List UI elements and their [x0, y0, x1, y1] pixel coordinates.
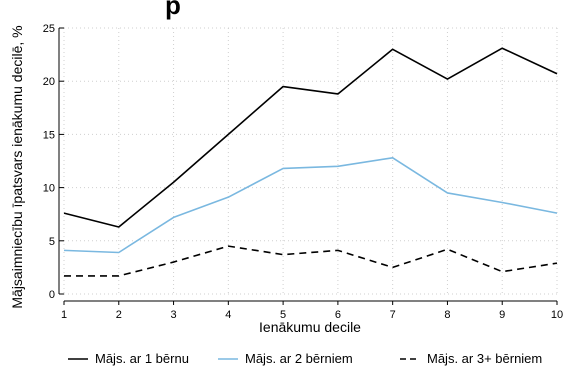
y-tick-label: 15 [43, 129, 55, 141]
legend-label-2: Mājs. ar 2 bērniem [245, 351, 353, 366]
x-axis-label: Ienākumu decile [259, 319, 361, 335]
y-tick-label: 25 [43, 23, 55, 35]
x-tick-label: 2 [116, 309, 122, 321]
y-tick-label: 5 [49, 236, 55, 248]
x-tick-label: 10 [551, 309, 563, 321]
y-axis-label: Mājsaimniecību īpatsvars ienākumu decilē… [9, 25, 25, 308]
x-tick-label: 9 [499, 309, 505, 321]
x-tick-label: 6 [335, 309, 341, 321]
series-line-3 [64, 245, 558, 277]
x-tick-label: 3 [170, 309, 176, 321]
y-tick-label: 10 [43, 183, 55, 195]
legend: Mājs. ar 1 bērnu Mājs. ar 2 bērniem Mājs. … [68, 351, 542, 366]
y-tick-label: 0 [49, 289, 55, 301]
x-tick-label: 5 [280, 309, 286, 321]
x-tick-label: 7 [390, 309, 396, 321]
x-tick-label: 8 [444, 309, 450, 321]
grid-layer [63, 27, 558, 295]
y-tick-label: 20 [43, 76, 55, 88]
series-line-2 [63, 157, 558, 254]
x-tick-label: 1 [61, 309, 67, 321]
series-line-1 [63, 47, 558, 228]
legend-label-1: Mājs. ar 1 bērnu [95, 351, 189, 366]
series-layer [63, 47, 558, 277]
legend-label-3: Mājs. ar 3+ bērniem [427, 351, 542, 366]
x-tick-label: 4 [225, 309, 231, 321]
axes-layer: 0 5 10 15 20 25 1 2 3 4 5 6 7 8 9 10 [43, 23, 563, 321]
chart-title: p [165, 0, 181, 20]
